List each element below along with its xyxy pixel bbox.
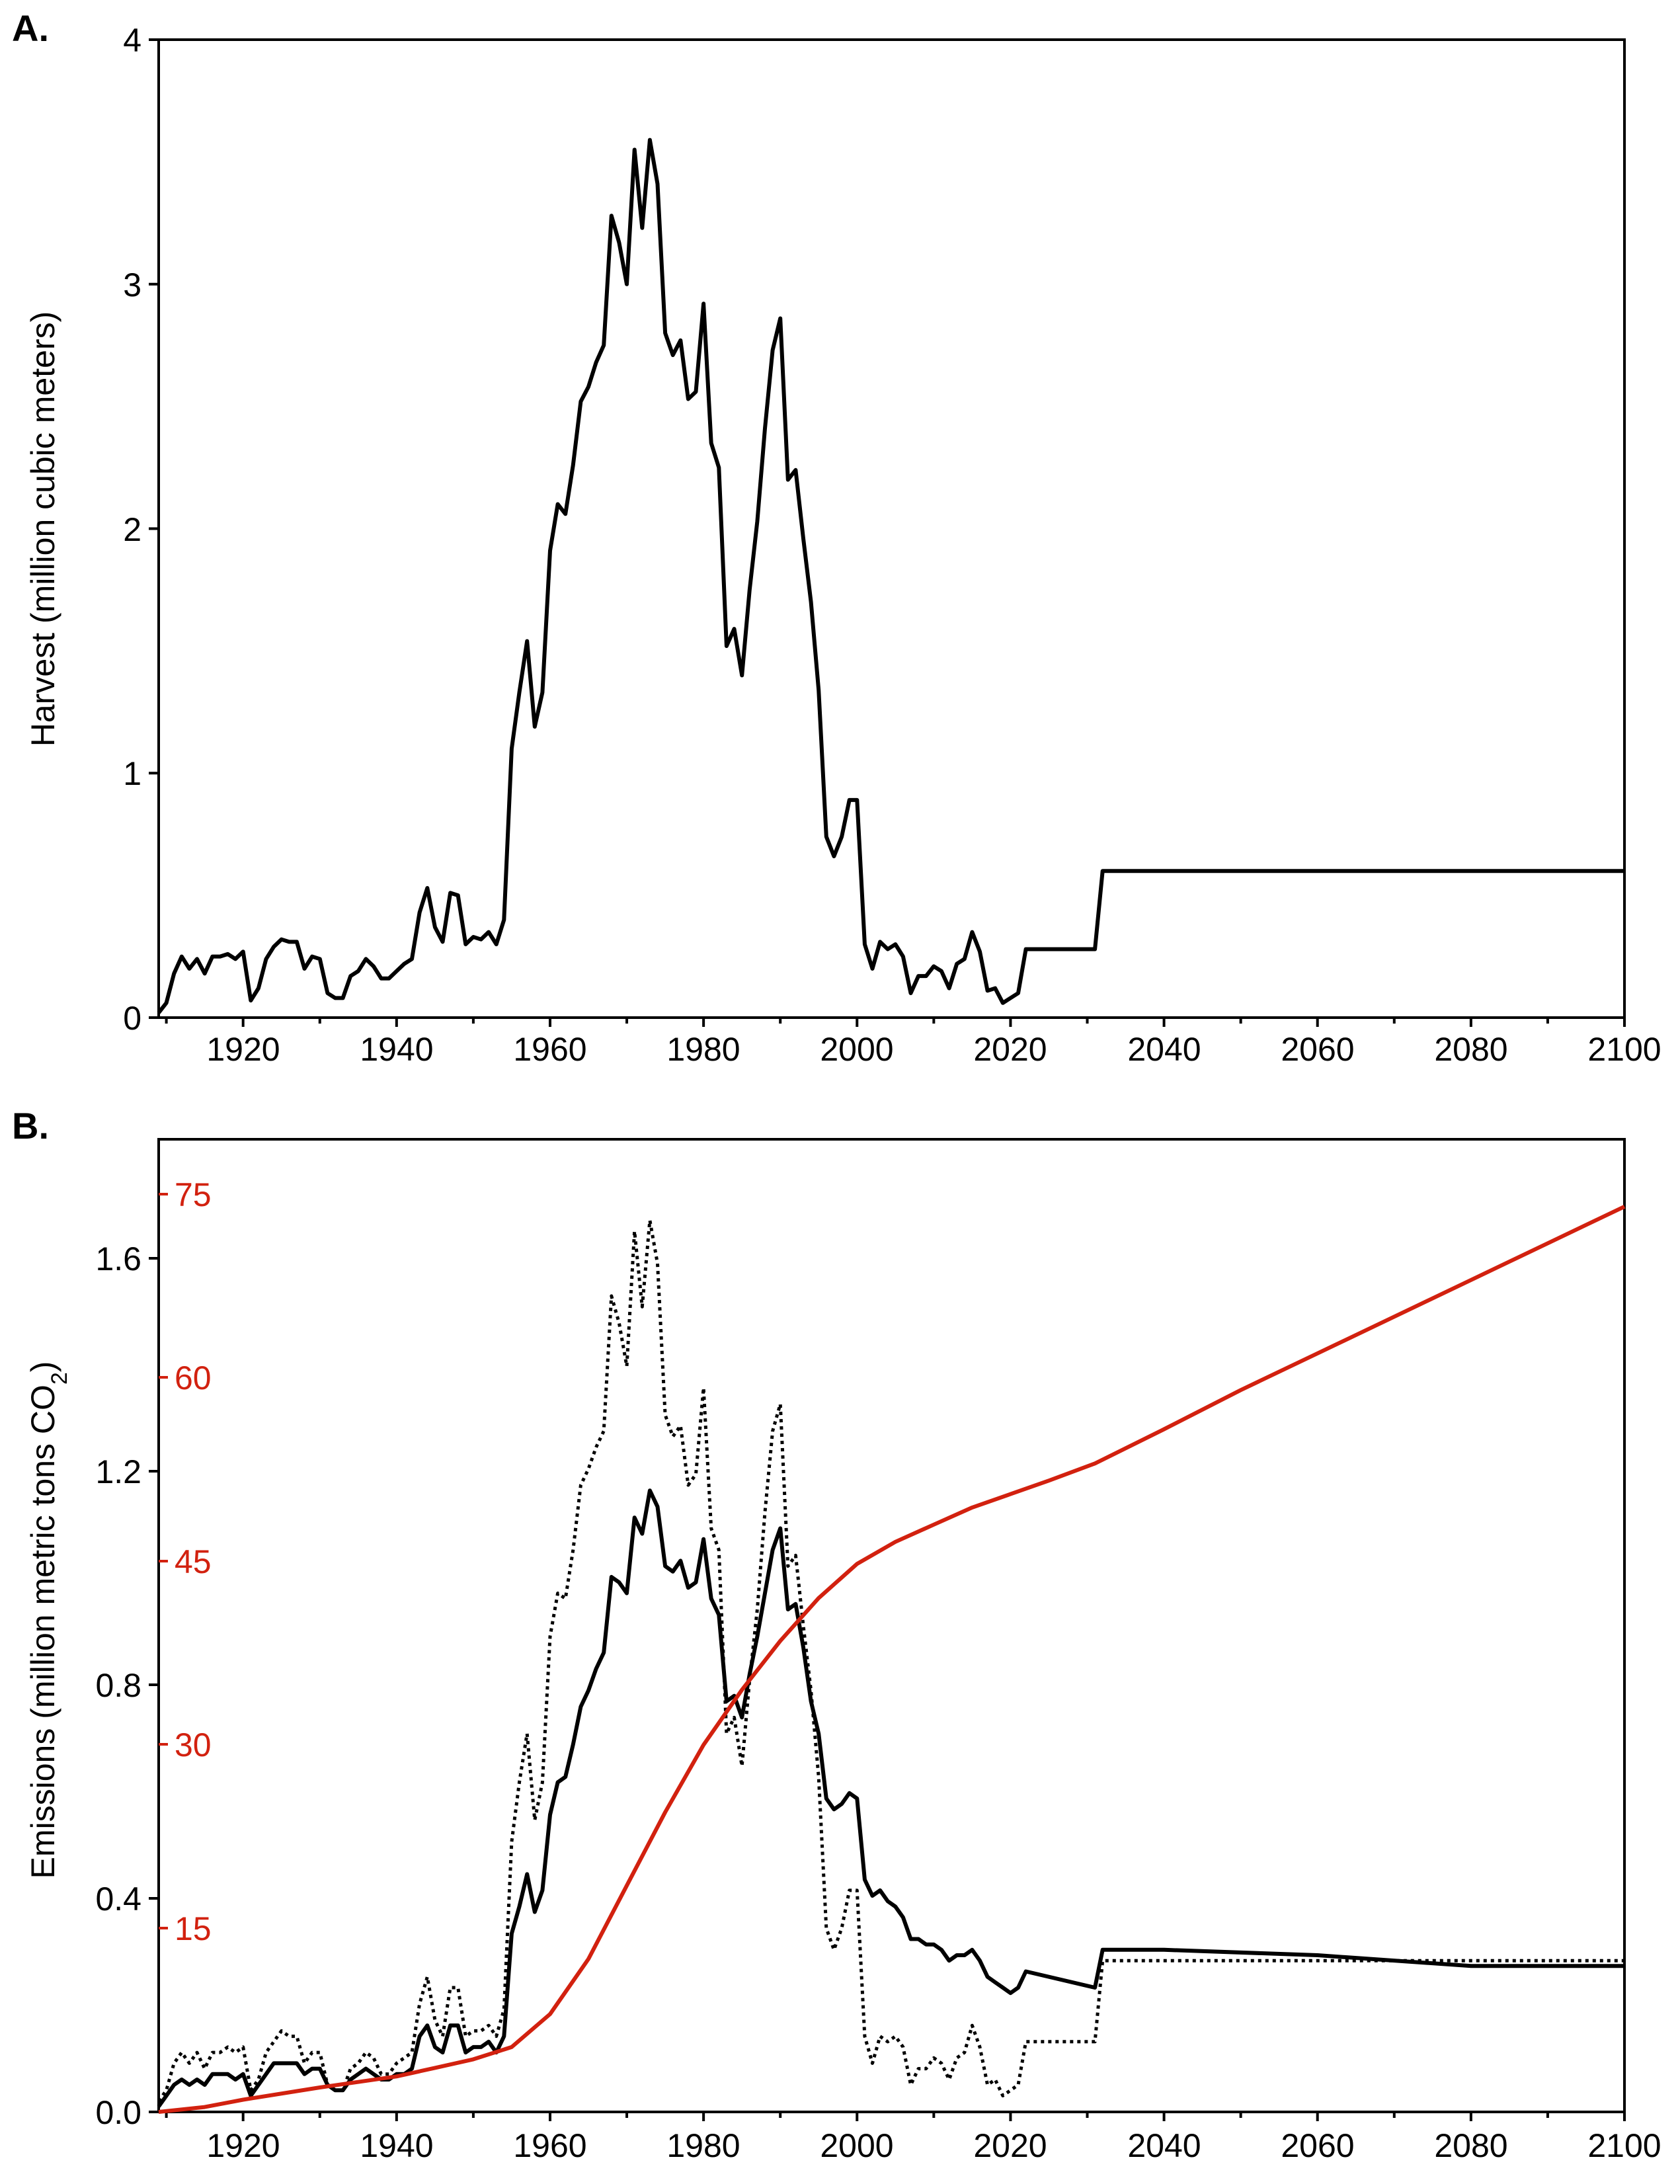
panel-a-xtick-label: 1940 (360, 1031, 433, 1068)
panel-b-x-ticks: 1920 1940 1960 1980 2000 2020 2040 2060 … (165, 2112, 1661, 2164)
panel-b-frame (157, 1138, 1626, 2113)
panel-b-y-title-close: ) (24, 1361, 61, 1373)
panel-a-letter: A. (12, 7, 49, 49)
panel-b-red-tick-label: 75 (175, 1176, 212, 1213)
panel-a-y-axis-title: Harvest (million cubic meters) (24, 311, 61, 747)
panel-b-xtick-label: 2020 (973, 2127, 1047, 2164)
panel-b-letter: B. (12, 1105, 49, 1147)
panel-a-ytick-label: 3 (123, 266, 141, 303)
panel-b-ytick-label: 0.8 (95, 1667, 141, 1704)
panel-b-y-title-subscript: 2 (47, 1372, 72, 1385)
panel-a-xtick-label: 1960 (513, 1031, 586, 1068)
panel-b-y-title-main: Emissions (million metric tons CO (24, 1385, 61, 1879)
panel-a-xtick-label: 2080 (1434, 1031, 1507, 1068)
panel-b-xtick-label: 1920 (206, 2127, 280, 2164)
panel-a-ytick-label: 1 (123, 755, 141, 792)
panel-b-red-ticks: 15 30 45 60 75 (159, 1176, 212, 1947)
panel-b-xtick-label: 2080 (1434, 2127, 1507, 2164)
emissions-solid-line (157, 1488, 1624, 2108)
panel-b-xtick-label: 2000 (820, 2127, 893, 2164)
panel-b-xtick-label: 2040 (1127, 2127, 1201, 2164)
cumulative-emissions-red-line (158, 1205, 1626, 2114)
panel-a-xtick-label: 2000 (820, 1031, 893, 1068)
harvest-line (157, 138, 1624, 1014)
emissions-dotted-line (157, 1219, 1624, 2103)
panel-a-xtick-label: 1980 (666, 1031, 740, 1068)
panel-b-ytick-label: 1.2 (95, 1453, 141, 1490)
panel-b-xtick-label: 2100 (1587, 2127, 1661, 2164)
panel-b-red-tick-label: 60 (175, 1359, 212, 1396)
panel-b-xtick-label: 2060 (1281, 2127, 1354, 2164)
panel-a-xtick-label: 2060 (1281, 1031, 1354, 1068)
panel-b-red-tick-label: 45 (175, 1543, 212, 1580)
panel-a-xtick-label: 2020 (973, 1031, 1047, 1068)
panel-b-ytick-label: 0.0 (95, 2094, 141, 2131)
panel-b-red-tick-label: 15 (175, 1910, 212, 1947)
panel-b: B. 0.0 0.4 0.8 1.2 1.6 15 30 45 60 75 (12, 1105, 1661, 2164)
panel-a: A. 0 1 2 3 4 1920 1940 1960 1980 2000 20… (12, 7, 1661, 1068)
panel-b-ytick-label: 0.4 (95, 1881, 141, 1918)
panel-a-y-ticks: 0 1 2 3 4 (123, 22, 159, 1037)
panel-a-x-ticks: 1920 1940 1960 1980 2000 2020 2040 2060 … (165, 1018, 1661, 1068)
panel-a-ytick-label: 0 (123, 1000, 141, 1037)
panel-b-red-tick-label: 30 (175, 1726, 212, 1763)
panel-a-xtick-label: 2040 (1127, 1031, 1201, 1068)
panel-a-xtick-label: 1920 (206, 1031, 280, 1068)
panel-b-xtick-label: 1980 (666, 2127, 740, 2164)
panel-b-y-axis-title: Emissions (million metric tons CO2) (24, 1361, 72, 1879)
panel-b-xtick-label: 1960 (513, 2127, 586, 2164)
panel-b-ytick-label: 1.6 (95, 1240, 141, 1277)
panel-b-left-ticks: 0.0 0.4 0.8 1.2 1.6 (95, 1240, 159, 2131)
panel-a-ytick-label: 2 (123, 511, 141, 548)
panel-a-xtick-label: 2100 (1587, 1031, 1661, 1068)
panel-b-xtick-label: 1940 (360, 2127, 433, 2164)
panel-a-ytick-label: 4 (123, 22, 141, 59)
